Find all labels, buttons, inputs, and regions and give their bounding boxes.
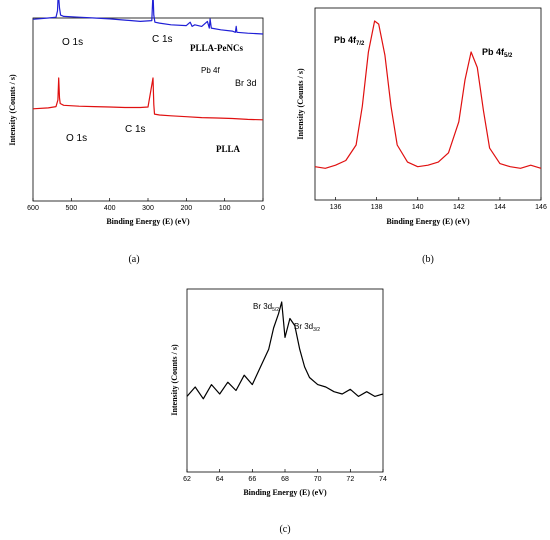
panel-c-frame <box>186 288 384 473</box>
panel-a-lines <box>32 0 264 121</box>
x-tick-label: 74 <box>379 476 387 483</box>
x-tick-label: 70 <box>314 476 322 483</box>
x-tick-label: 68 <box>281 476 289 483</box>
annotation-c1s-pllapencs: C 1s <box>152 34 173 45</box>
x-tick-label: 100 <box>219 205 231 212</box>
x-tick-label: 138 <box>371 204 383 211</box>
annotation-o1s-plla: O 1s <box>66 133 87 144</box>
series-line-a-0 <box>32 0 264 35</box>
x-tick-label: 200 <box>180 205 192 212</box>
annotation-o1s-pllapencs: O 1s <box>62 37 83 48</box>
panel-c-lines <box>186 301 384 400</box>
panel-b-label: (b) <box>422 254 434 265</box>
x-tick-label: 600 <box>27 205 39 212</box>
panel-c-y-label: Intensity (Counts / s) <box>170 344 179 416</box>
series-line-b-0 <box>314 20 542 169</box>
panel-a-label: (a) <box>128 254 139 265</box>
annotation-c1s-plla: C 1s <box>125 124 146 135</box>
x-tick-label: 140 <box>412 204 424 211</box>
annotation-br3d32: Br 3d3/2 <box>294 322 320 333</box>
annotation-pb4f72: Pb 4f7/2 <box>334 35 365 47</box>
annotation-br3d: Br 3d <box>235 78 257 88</box>
x-tick-label: 66 <box>248 476 256 483</box>
x-tick-label: 400 <box>104 205 116 212</box>
panel-b-lines <box>314 20 542 169</box>
annotation-pb4f: Pb 4f <box>201 66 220 75</box>
x-tick-label: 136 <box>330 204 342 211</box>
panel-b-y-label: Intensity (Counts / s) <box>296 68 305 140</box>
panel-c-x-ticks: 62 64 66 68 70 72 74 <box>183 469 387 483</box>
panel-b-frame <box>314 7 542 201</box>
panel-c-label: (c) <box>279 524 290 535</box>
panel-b-x-ticks: 136 138 140 142 144 146 <box>330 197 547 211</box>
x-tick-label: 142 <box>453 204 465 211</box>
panel-c-chart: 62 64 66 68 70 72 74 Intensity (Counts / s) Bi… <box>170 288 387 497</box>
annotation-br3d52: Br 3d5/2 <box>253 302 279 313</box>
panel-a-y-label: Intensity (Counts / s) <box>8 74 17 146</box>
panel-a-x-label: Binding Energy (E) (eV) <box>106 217 190 226</box>
annotation-pllapencs: PLLA-PeNCs <box>190 43 243 53</box>
panel-a-chart: 600 500 400 300 200 100 0 Intensity (Counts / … <box>8 0 265 226</box>
panel-a-x-ticks: 600 500 400 300 200 100 0 <box>27 198 265 212</box>
panel-b-x-label: Binding Energy (E) (eV) <box>386 217 470 226</box>
panel-c-x-label: Binding Energy (E) (eV) <box>243 488 327 497</box>
series-line-a-1 <box>32 77 264 121</box>
annotation-pb4f52: Pb 4f5/2 <box>482 47 513 59</box>
x-tick-label: 62 <box>183 476 191 483</box>
x-tick-label: 144 <box>494 204 506 211</box>
annotation-plla: PLLA <box>216 144 241 154</box>
x-tick-label: 146 <box>535 204 547 211</box>
x-tick-label: 300 <box>142 205 154 212</box>
series-line-c-0 <box>186 301 384 400</box>
x-tick-label: 72 <box>346 476 354 483</box>
x-tick-label: 0 <box>261 205 265 212</box>
panel-b-chart: 136 138 140 142 144 146 Intensity (Counts / s… <box>296 7 547 226</box>
x-tick-label: 64 <box>216 476 224 483</box>
x-tick-label: 500 <box>65 205 77 212</box>
